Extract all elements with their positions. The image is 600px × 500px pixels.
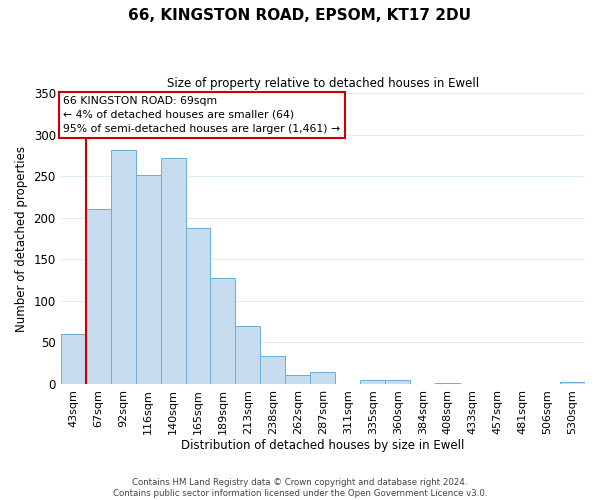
Title: Size of property relative to detached houses in Ewell: Size of property relative to detached ho… xyxy=(167,78,479,90)
Bar xyxy=(385,380,410,384)
Bar xyxy=(360,380,385,384)
Bar xyxy=(235,326,260,384)
Bar xyxy=(86,210,110,384)
Bar xyxy=(110,150,136,384)
Bar xyxy=(136,174,161,384)
Bar xyxy=(185,228,211,384)
Bar xyxy=(286,375,310,384)
Bar xyxy=(560,382,585,384)
Text: 66, KINGSTON ROAD, EPSOM, KT17 2DU: 66, KINGSTON ROAD, EPSOM, KT17 2DU xyxy=(128,8,472,22)
Y-axis label: Number of detached properties: Number of detached properties xyxy=(15,146,28,332)
Bar xyxy=(61,334,86,384)
Bar xyxy=(435,383,460,384)
Text: 66 KINGSTON ROAD: 69sqm
← 4% of detached houses are smaller (64)
95% of semi-det: 66 KINGSTON ROAD: 69sqm ← 4% of detached… xyxy=(63,96,340,134)
X-axis label: Distribution of detached houses by size in Ewell: Distribution of detached houses by size … xyxy=(181,440,464,452)
Text: Contains HM Land Registry data © Crown copyright and database right 2024.
Contai: Contains HM Land Registry data © Crown c… xyxy=(113,478,487,498)
Bar xyxy=(310,372,335,384)
Bar xyxy=(260,356,286,384)
Bar xyxy=(161,158,185,384)
Bar xyxy=(211,278,235,384)
